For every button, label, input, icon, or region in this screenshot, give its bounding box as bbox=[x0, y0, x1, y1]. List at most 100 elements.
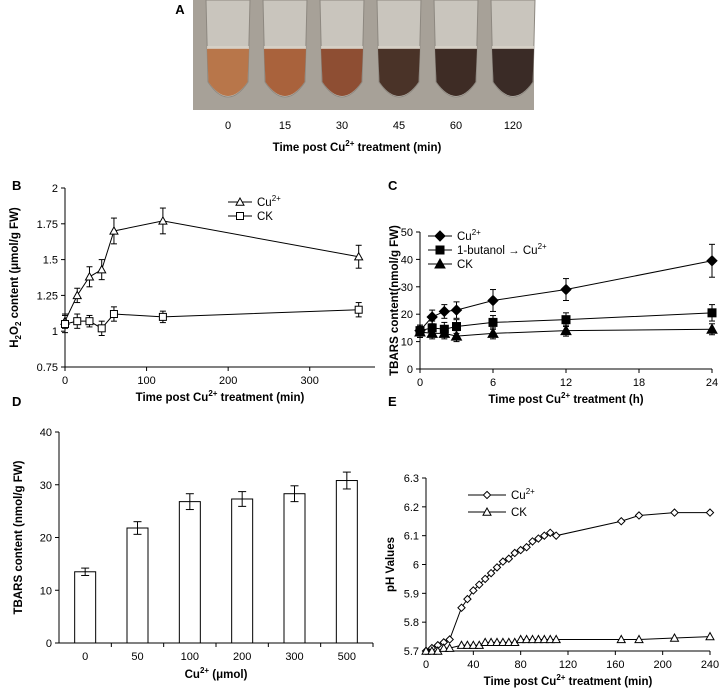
x-axis-title-part: Cu bbox=[546, 394, 561, 406]
x-tick-label: 0 bbox=[417, 377, 423, 389]
y-axis-title-part: content (μmol/g FW) bbox=[9, 207, 21, 322]
legend-label: CK bbox=[257, 211, 273, 223]
y-axis-title: TBARS content(nmol/g FW) bbox=[389, 225, 401, 376]
y-tick-label: 30 bbox=[401, 282, 413, 294]
data-point bbox=[474, 580, 484, 589]
data-point bbox=[616, 516, 626, 526]
legend-label-part: CK bbox=[257, 211, 273, 223]
legend-marker bbox=[434, 230, 446, 242]
series-0 bbox=[414, 243, 718, 337]
data-point bbox=[705, 631, 715, 641]
x-axis-title-part: treatment (min) bbox=[217, 392, 304, 404]
panel-letter-e: E bbox=[388, 394, 397, 409]
x-tick-label-50: 50 bbox=[131, 651, 143, 663]
y-tick-label: 6 bbox=[413, 560, 419, 572]
data-point bbox=[521, 634, 532, 644]
y-axis-title: TBARS content (nmol/g FW) bbox=[13, 460, 25, 614]
x-axis-title-part: 2+ bbox=[200, 666, 209, 675]
tube-120 bbox=[490, 0, 536, 98]
legend-label: 1-butanol → Cu2+​ bbox=[457, 242, 547, 257]
y-tick-label: 0.75 bbox=[37, 362, 58, 374]
x-tick-label: 240 bbox=[701, 659, 719, 671]
legend-label: Cu2+​ bbox=[457, 228, 481, 243]
data-point bbox=[533, 634, 544, 644]
y-tick-label: 20 bbox=[401, 309, 413, 321]
data-point bbox=[545, 634, 556, 644]
bar-100 bbox=[178, 501, 201, 644]
tube-label-15: 15 bbox=[279, 120, 291, 132]
data-point bbox=[539, 634, 550, 644]
y-tick-label: 5.7 bbox=[404, 646, 419, 658]
data-point bbox=[560, 283, 572, 296]
data-point bbox=[510, 548, 520, 558]
x-tick-label-0: 0 bbox=[82, 651, 88, 663]
data-point bbox=[438, 327, 451, 338]
data-point bbox=[504, 554, 514, 564]
x-tick-label-300: 300 bbox=[285, 651, 303, 663]
tube-liquid bbox=[492, 48, 534, 96]
x-axis-title: Time post Cu2+​ treatment (min) bbox=[484, 673, 653, 688]
bar-200 bbox=[231, 498, 254, 644]
legend-label-part: Cu bbox=[457, 231, 472, 243]
y-tick-label: 5.9 bbox=[404, 588, 419, 600]
tube-liquid bbox=[378, 48, 420, 96]
bar-300 bbox=[283, 493, 306, 644]
legend-label: CK bbox=[511, 507, 527, 519]
y-axis-title-part: H bbox=[9, 339, 21, 347]
panel-a: A 0 15 30 45 60 120 Time post Cu2+ treatment … bbox=[175, 0, 536, 154]
data-point bbox=[109, 310, 118, 319]
y-tick-label: 10 bbox=[40, 585, 52, 597]
tube-meniscus bbox=[492, 46, 534, 49]
data-point bbox=[444, 643, 455, 652]
x-tick-label: 18 bbox=[633, 377, 645, 389]
x-axis-title-part: 2+ bbox=[208, 389, 217, 398]
legend-label-part: 2+ bbox=[526, 487, 535, 496]
x-tick-label: 6 bbox=[490, 377, 496, 389]
y-tick-label: 1.75 bbox=[37, 219, 58, 231]
tube-liquid bbox=[264, 48, 306, 96]
chart-panel-d: 0 10 20 30 40 0 50 100 200 300 500 Cu2+​ (μmol) TBAR… bbox=[13, 427, 374, 681]
legend-label-part: 2+ bbox=[538, 242, 547, 251]
data-point bbox=[498, 637, 508, 647]
y-tick-label: 40 bbox=[401, 254, 413, 266]
legend-label-part: Cu bbox=[511, 490, 526, 502]
y-axis-title: H2O2​ content (μmol/g FW) bbox=[9, 207, 23, 348]
data-point bbox=[438, 305, 451, 318]
tube-row bbox=[205, 0, 536, 98]
x-axis-title-part: 2+ bbox=[561, 391, 570, 400]
data-point bbox=[96, 264, 107, 274]
legend-label: CK bbox=[457, 259, 473, 271]
tube-label-120: 120 bbox=[504, 120, 522, 132]
data-point bbox=[426, 327, 439, 338]
data-point bbox=[516, 545, 525, 555]
x-tick-label: 100 bbox=[137, 375, 155, 387]
series-1 bbox=[421, 631, 715, 655]
data-point bbox=[522, 542, 531, 552]
data-point bbox=[109, 225, 119, 235]
data-point bbox=[445, 635, 454, 644]
series-line bbox=[425, 512, 710, 652]
y-axis-title-part: pH Values bbox=[385, 537, 397, 592]
data-point bbox=[534, 534, 543, 543]
data-point bbox=[452, 322, 461, 332]
x-axis-title-part: treatment (min) bbox=[565, 676, 652, 688]
y-axis-title-part: TBARS content(nmol/g FW) bbox=[389, 225, 401, 376]
legend-marker bbox=[235, 196, 245, 206]
x-axis-title-part: Cu bbox=[541, 676, 556, 688]
data-point bbox=[421, 645, 431, 655]
x-tick-label: 12 bbox=[560, 377, 572, 389]
data-point bbox=[85, 317, 94, 326]
data-point bbox=[551, 634, 562, 644]
data-point bbox=[498, 557, 508, 566]
tube-meniscus bbox=[378, 46, 420, 49]
data-point bbox=[706, 255, 718, 267]
data-point bbox=[540, 531, 549, 540]
y-axis-title-part: TBARS content (nmol/g FW) bbox=[13, 460, 25, 614]
y-tick-label: 2 bbox=[52, 183, 58, 195]
x-axis-title-part: (μmol) bbox=[209, 669, 248, 681]
data-point bbox=[503, 637, 514, 647]
series-line bbox=[64, 309, 359, 329]
legend-marker bbox=[482, 506, 492, 516]
data-point bbox=[706, 323, 718, 334]
